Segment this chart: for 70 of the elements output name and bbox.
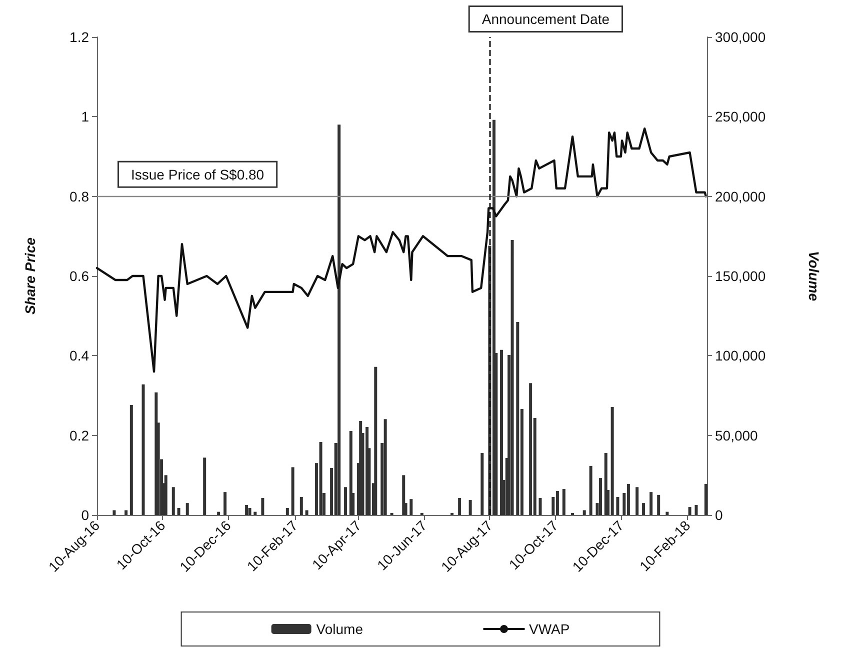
y2-tick-label: 50,000 bbox=[715, 427, 758, 444]
bar bbox=[500, 350, 504, 515]
legend-label: VWAP bbox=[528, 621, 570, 637]
y-tick-label: 0 bbox=[81, 507, 90, 523]
bar bbox=[349, 431, 352, 515]
y2-axis-title: Volume bbox=[806, 250, 822, 302]
bar bbox=[704, 484, 708, 515]
bar bbox=[286, 508, 289, 515]
bar bbox=[468, 500, 472, 515]
y2-tick-label: 0 bbox=[715, 507, 723, 523]
bar bbox=[410, 499, 413, 515]
bar bbox=[610, 406, 614, 515]
bar bbox=[562, 489, 566, 515]
bar bbox=[291, 467, 294, 515]
y2-tick-label: 100,000 bbox=[715, 348, 766, 364]
bar bbox=[642, 503, 646, 515]
bar bbox=[319, 442, 322, 515]
bar bbox=[112, 510, 116, 515]
bar bbox=[556, 490, 559, 515]
bar bbox=[300, 496, 303, 515]
y-tick-label: 0.8 bbox=[70, 188, 90, 204]
bar bbox=[186, 503, 189, 515]
y-axis-title: Share Price bbox=[22, 237, 38, 315]
bar bbox=[657, 494, 660, 515]
bar bbox=[538, 498, 542, 515]
bar bbox=[480, 453, 484, 515]
bar bbox=[254, 512, 257, 515]
bar bbox=[338, 124, 341, 515]
bar bbox=[402, 475, 406, 515]
y2-tick-label: 300,000 bbox=[715, 29, 766, 45]
y-tick-label: 1 bbox=[81, 108, 90, 125]
bar bbox=[688, 507, 692, 515]
y-tick-label: 0.4 bbox=[70, 348, 90, 364]
bar bbox=[344, 487, 348, 515]
bar bbox=[245, 504, 248, 515]
bar bbox=[142, 384, 145, 515]
bar bbox=[374, 366, 378, 515]
y2-tick-label: 150,000 bbox=[715, 268, 766, 284]
bar bbox=[582, 510, 586, 515]
bar bbox=[130, 405, 133, 515]
bar bbox=[124, 510, 128, 515]
bar bbox=[510, 240, 514, 515]
bar bbox=[636, 487, 639, 515]
bar bbox=[516, 322, 520, 515]
y-tick-label: 1.2 bbox=[70, 29, 90, 45]
y-tick-label: 0.2 bbox=[70, 427, 90, 444]
bar bbox=[694, 504, 698, 515]
bar bbox=[529, 383, 532, 515]
legend-label: Volume bbox=[316, 621, 364, 637]
bar bbox=[650, 492, 653, 515]
bar bbox=[224, 492, 227, 515]
bar bbox=[598, 478, 602, 515]
bar bbox=[626, 484, 630, 515]
bar bbox=[666, 512, 669, 515]
bar bbox=[172, 487, 175, 515]
y-tick-label: 0.6 bbox=[70, 268, 90, 284]
ref-line-label: Issue Price of S$0.80 bbox=[131, 166, 264, 182]
ref-line-label: Announcement Date bbox=[482, 11, 610, 27]
bar bbox=[248, 508, 252, 515]
y2-tick-label: 250,000 bbox=[715, 108, 766, 125]
bar bbox=[261, 498, 264, 515]
bar bbox=[177, 508, 180, 515]
bar bbox=[217, 512, 220, 515]
bar bbox=[305, 510, 308, 515]
bar bbox=[203, 458, 206, 515]
bar bbox=[589, 466, 592, 515]
bar bbox=[384, 419, 387, 515]
y2-tick-label: 200,000 bbox=[715, 188, 766, 204]
bar bbox=[616, 496, 620, 515]
bar bbox=[458, 498, 462, 515]
